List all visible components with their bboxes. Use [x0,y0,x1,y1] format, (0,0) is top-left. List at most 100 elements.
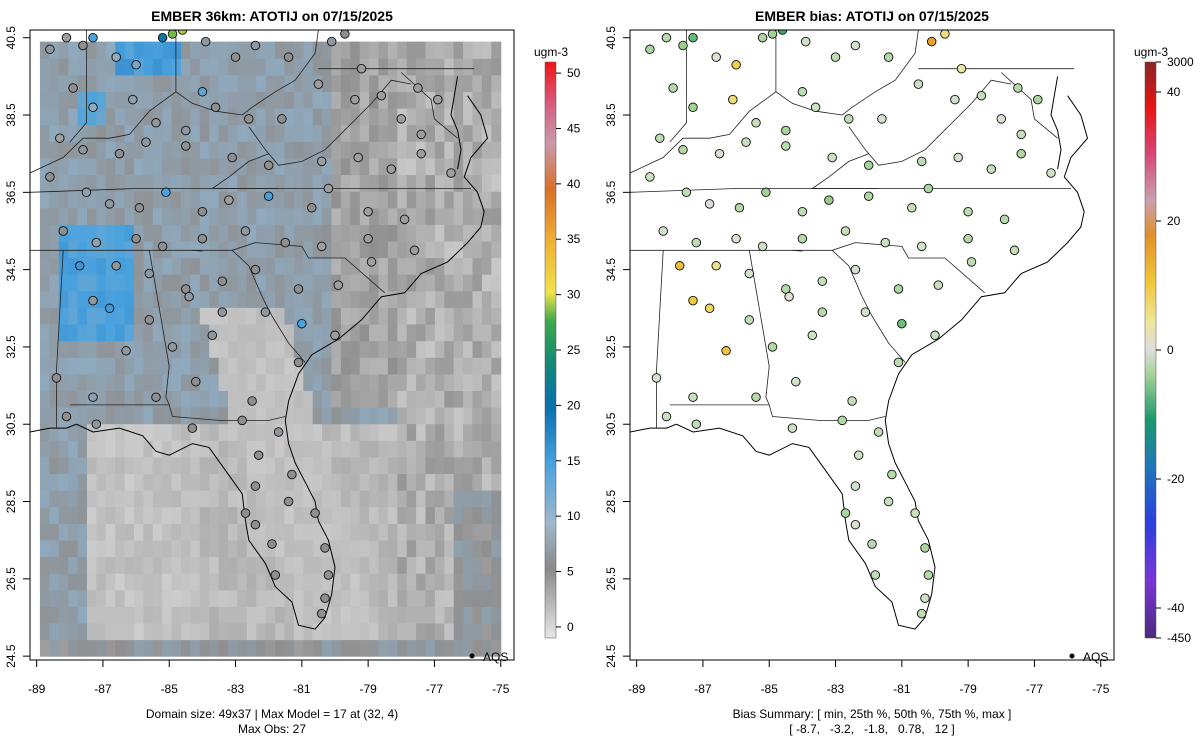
model-cell [275,473,285,491]
model-cell [265,456,276,474]
model-cell [87,589,97,607]
model-cell [331,523,342,541]
observation-point [240,226,251,236]
model-cell [124,589,135,607]
model-cell [491,407,502,425]
model-cell [293,423,304,441]
model-cell [218,290,229,308]
model-cell [162,523,173,541]
model-cell [115,191,126,209]
model-cell [340,224,351,242]
model-cell [256,423,267,441]
model-cell [397,373,408,391]
model-cell [77,390,88,408]
model-cell [453,174,464,192]
model-cell [115,473,126,491]
model-cell [199,257,210,275]
model-cell [181,456,191,474]
model-cell [491,157,502,176]
bias-point [840,508,851,518]
model-cell [444,108,455,126]
model-cell [171,174,182,192]
model-cell [162,191,173,209]
observation-point [111,52,121,62]
model-cell [218,373,229,391]
model-cell [68,490,79,508]
state-border [831,250,906,363]
model-cell [350,141,361,159]
model-cell [49,523,60,541]
model-cell [96,373,107,391]
y-tick-label: 30.5 [4,412,18,436]
model-cell [444,357,455,375]
model-cell [218,41,229,59]
colorbar-tick-label: 0 [567,620,574,634]
model-cell [434,257,445,275]
model-cell [369,556,380,574]
model-cell [481,74,492,92]
model-cell [58,141,69,159]
model-cell [152,506,163,524]
model-cell [453,573,464,591]
bias-point [916,156,927,167]
model-cell [171,124,182,142]
model-cell [68,174,79,192]
model-cell [171,58,182,76]
model-cell [124,191,135,209]
model-cell [444,257,455,275]
model-cell [312,207,323,225]
model-cell [218,490,229,508]
model-cell [491,622,502,641]
model-cell [369,240,380,259]
left-legend-dot-icon [469,653,475,659]
model-cell [209,290,220,308]
model-cell [434,506,445,524]
model-cell [124,539,135,558]
model-cell [303,174,314,192]
observation-point [45,44,55,55]
model-cell [134,124,144,142]
model-cell [369,606,380,624]
model-cell [256,622,267,641]
model-cell [134,373,144,391]
right-x-axis: -89 -87 -85 -83 -81 -79 -77 -75 [628,660,1110,696]
model-cell [162,207,173,225]
model-cell [463,58,474,76]
model-cell [481,539,492,558]
model-cell [453,324,464,342]
model-cell [303,490,314,508]
model-cell [434,373,445,391]
model-cell [463,240,474,259]
model-cell [237,589,248,607]
model-cell [359,91,370,109]
model-cell [124,407,135,425]
model-cell [190,606,201,624]
model-cell [105,606,116,624]
model-cell [481,407,492,425]
model-cell [293,91,304,109]
bias-point [807,330,818,341]
model-cell [246,290,257,308]
model-cell [397,539,408,558]
model-cell [406,340,417,358]
model-cell [340,556,351,574]
model-cell [369,440,380,458]
model-cell [49,490,60,508]
model-cell [190,191,201,209]
bias-point [877,114,887,124]
model-cell [491,58,502,76]
model-cell [387,440,398,458]
model-cell [246,58,257,76]
bias-point [810,102,821,113]
model-cell [143,556,154,574]
model-cell [312,191,323,209]
model-cell [96,240,107,259]
model-cell [256,340,267,358]
model-cell [340,622,351,641]
model-cell [397,224,408,242]
model-cell [481,622,492,641]
model-cell [218,191,229,209]
model-cell [491,423,502,441]
y-tick-label: 24.5 [604,644,618,668]
model-cell [58,473,69,491]
